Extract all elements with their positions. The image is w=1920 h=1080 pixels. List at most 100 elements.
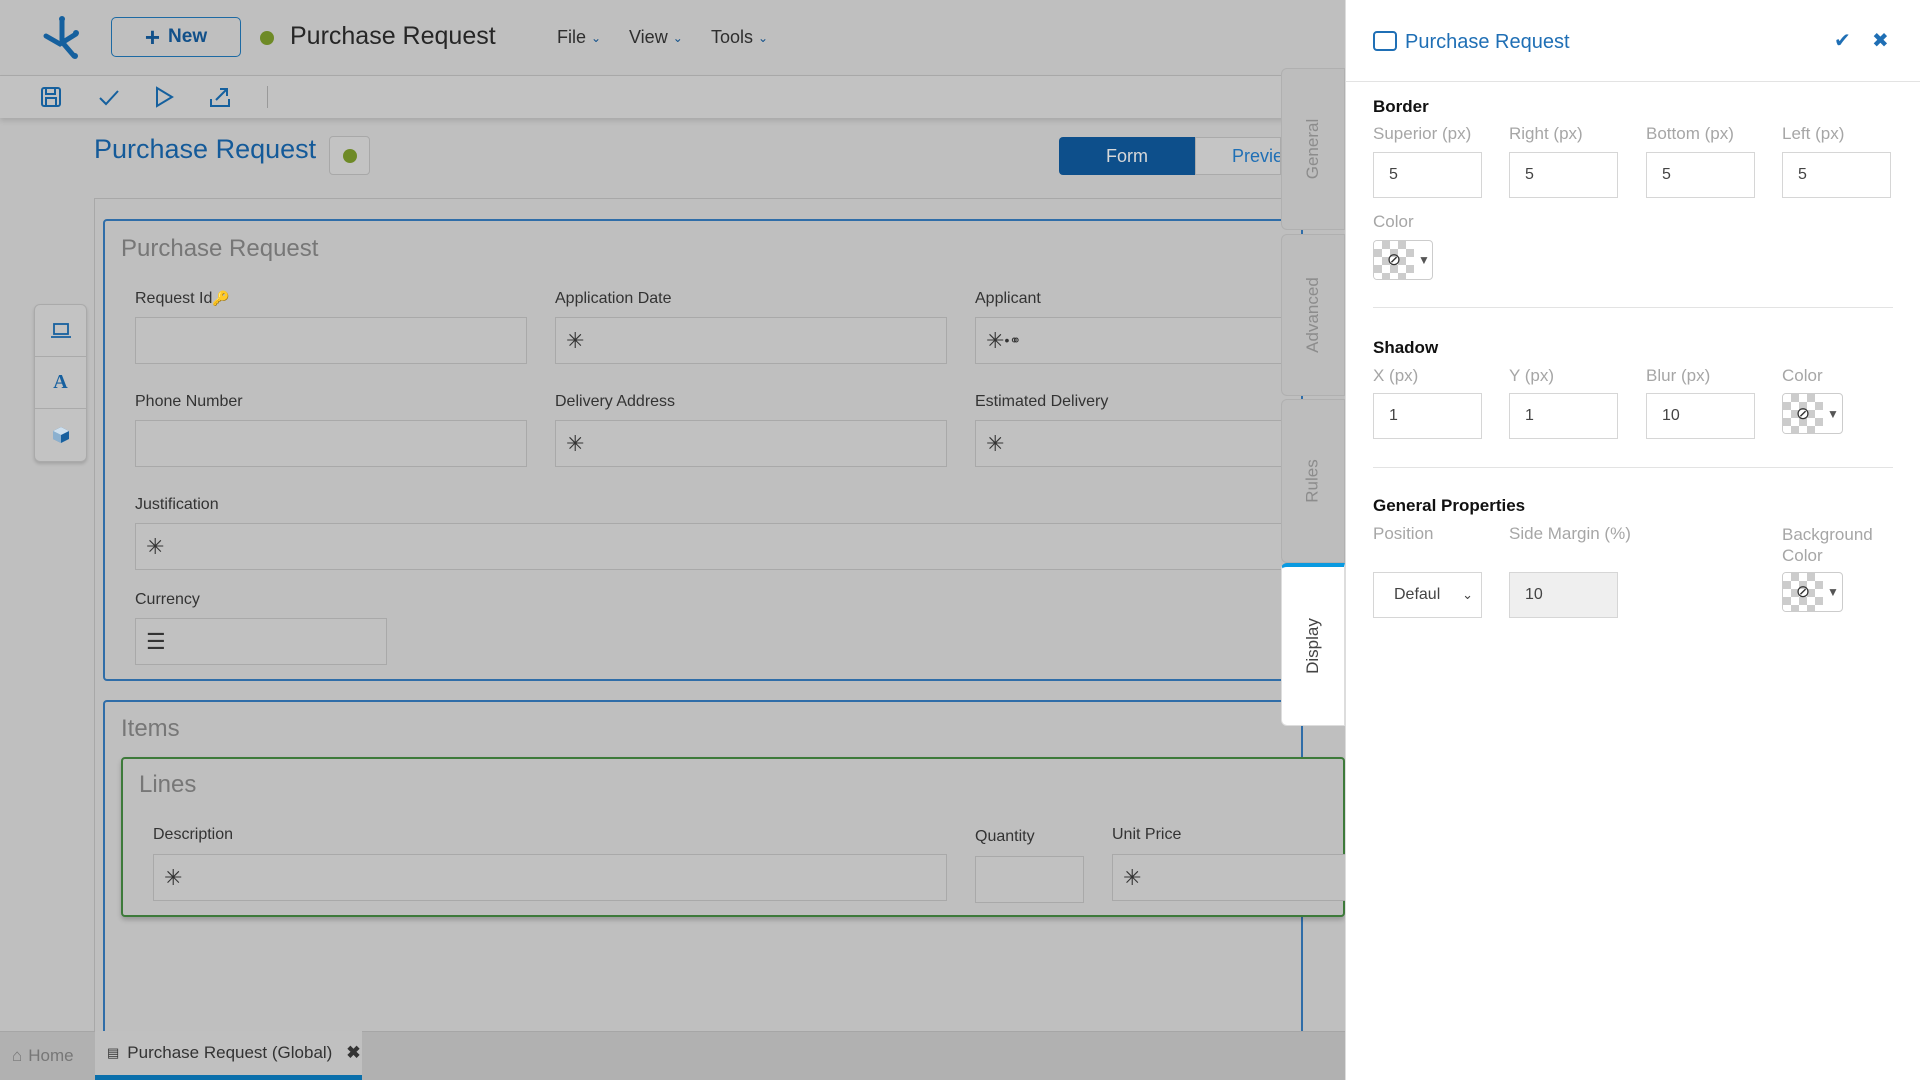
home-tab[interactable]: ⌂ Home	[0, 1031, 95, 1080]
delivery-address-field[interactable]: ✳	[555, 420, 947, 467]
quantity-field[interactable]	[975, 856, 1084, 903]
applicant-field[interactable]: ✳ •⚭	[975, 317, 1281, 364]
currency-field[interactable]: ☰	[135, 618, 387, 665]
menu-file[interactable]: File ⌄	[557, 27, 601, 48]
quantity-label: Quantity	[975, 828, 1035, 845]
confirm-check-icon[interactable]: ✔	[1834, 30, 1851, 52]
close-icon[interactable]: ✖	[1872, 30, 1889, 52]
cube-icon[interactable]	[35, 409, 86, 461]
tab-rules[interactable]: Rules	[1281, 399, 1345, 563]
export-icon[interactable]	[207, 84, 233, 110]
menu-view-label: View	[629, 27, 668, 47]
unit-price-field[interactable]: ✳	[1112, 854, 1345, 901]
menu-view[interactable]: View ⌄	[629, 27, 683, 48]
tab-advanced[interactable]: Advanced	[1281, 234, 1345, 396]
asterisk-icon: ✳	[566, 430, 585, 456]
justification-field[interactable]: ✳	[135, 523, 1281, 570]
tab-general-label: General	[1302, 118, 1322, 180]
border-color-picker[interactable]: ⊘ ▼	[1373, 240, 1433, 280]
list-icon: ☰	[146, 628, 166, 654]
position-select-value: Defaul	[1394, 586, 1441, 603]
border-color-label: Color	[1373, 212, 1414, 231]
laptop-icon[interactable]	[35, 305, 86, 357]
shadow-color-picker[interactable]: ⊘ ▼	[1782, 393, 1843, 434]
request-id-field[interactable]	[135, 317, 527, 364]
app-logo[interactable]	[40, 14, 84, 60]
top-bar	[0, 0, 1345, 76]
shadow-blur-input[interactable]: 10	[1646, 393, 1755, 439]
asterisk-icon: ✳	[164, 864, 183, 890]
shadow-x-label: X (px)	[1373, 366, 1419, 385]
check-icon[interactable]	[96, 84, 122, 110]
new-button[interactable]: + New	[111, 17, 241, 57]
tab-display-label: Display	[1303, 618, 1322, 674]
tab-general[interactable]: General	[1281, 68, 1345, 230]
key-icon: 🔑	[212, 290, 230, 306]
shadow-y-input[interactable]: 1	[1509, 393, 1618, 439]
application-date-field[interactable]: ✳	[555, 317, 947, 364]
side-margin-input[interactable]: 10	[1509, 572, 1618, 618]
section-divider	[1373, 467, 1893, 468]
shadow-heading: Shadow	[1373, 338, 1439, 357]
menu-tools-label: Tools	[711, 27, 754, 47]
toolbox: A	[34, 304, 87, 462]
dropdown-arrow-icon: ▼	[1827, 585, 1839, 599]
asterisk-icon: ✳	[1123, 864, 1142, 890]
tab-advanced-label: Advanced	[1303, 277, 1322, 353]
shadow-y-label: Y (px)	[1509, 366, 1555, 385]
plus-icon: +	[144, 22, 161, 52]
phone-number-field[interactable]	[135, 420, 527, 467]
no-color-icon: ⊘	[1783, 394, 1823, 433]
chevron-down-icon: ⌄	[591, 30, 602, 45]
dropdown-arrow-icon: ▼	[1418, 253, 1430, 267]
border-heading: Border	[1373, 97, 1429, 116]
request-id-label: Request Id🔑	[135, 290, 230, 308]
chevron-down-icon: ⌄	[758, 30, 769, 45]
status-dot	[342, 148, 357, 163]
asterisk-icon: ✳	[986, 430, 1005, 456]
purchase-request-tab[interactable]: ▤ Purchase Request (Global) ✖	[95, 1031, 362, 1080]
tab-label: Purchase Request (Global)	[127, 1043, 333, 1062]
delivery-address-label: Delivery Address	[555, 393, 676, 410]
unit-price-label: Unit Price	[1112, 826, 1182, 843]
chevron-down-icon: ⌄	[672, 30, 683, 45]
description-field[interactable]: ✳	[153, 854, 947, 901]
text-icon[interactable]: A	[35, 357, 86, 409]
user-link-icon: •⚭	[1004, 332, 1022, 348]
panel-checkbox[interactable]	[1373, 31, 1397, 51]
estimated-delivery-field[interactable]: ✳	[975, 420, 1281, 467]
close-icon[interactable]: ✖	[346, 1043, 361, 1062]
lines-title: Lines	[139, 771, 197, 798]
shadow-blur-label: Blur (px)	[1646, 366, 1711, 385]
shadow-x-input[interactable]: 1	[1373, 393, 1482, 439]
section-title: Items	[121, 715, 180, 742]
currency-label: Currency	[135, 591, 200, 608]
no-color-icon: ⊘	[1374, 241, 1414, 279]
application-date-label: Application Date	[555, 290, 672, 307]
border-top-input[interactable]: 5	[1373, 152, 1482, 198]
play-icon[interactable]	[151, 84, 177, 110]
menu-tools[interactable]: Tools ⌄	[711, 27, 768, 48]
toolbar-separator	[267, 86, 268, 108]
preview-toggle[interactable]: Previe	[1195, 137, 1281, 175]
canvas-top-border	[94, 198, 1281, 199]
menu-file-label: File	[557, 27, 587, 47]
border-right-input[interactable]: 5	[1509, 152, 1618, 198]
justification-label: Justification	[135, 496, 219, 513]
background-color-picker[interactable]: ⊘ ▼	[1782, 572, 1843, 612]
border-left-input[interactable]: 5	[1782, 152, 1891, 198]
border-left-label: Left (px)	[1782, 124, 1845, 143]
status-button[interactable]	[329, 136, 370, 175]
asterisk-icon: ✳	[566, 327, 585, 353]
app-title: Purchase Request	[290, 22, 496, 50]
form-toggle[interactable]: Form	[1059, 137, 1195, 175]
request-id-label-text: Request Id	[135, 290, 213, 307]
estimated-delivery-label: Estimated Delivery	[975, 393, 1109, 410]
tab-display[interactable]: Display	[1281, 563, 1345, 726]
form-doc-icon: ▤	[107, 1045, 120, 1060]
border-bottom-input[interactable]: 5	[1646, 152, 1755, 198]
save-icon[interactable]	[38, 84, 64, 110]
border-top-label: Superior (px)	[1373, 124, 1472, 143]
position-select[interactable]: Defaul ⌄	[1373, 572, 1482, 618]
home-tab-label: Home	[28, 1045, 74, 1065]
